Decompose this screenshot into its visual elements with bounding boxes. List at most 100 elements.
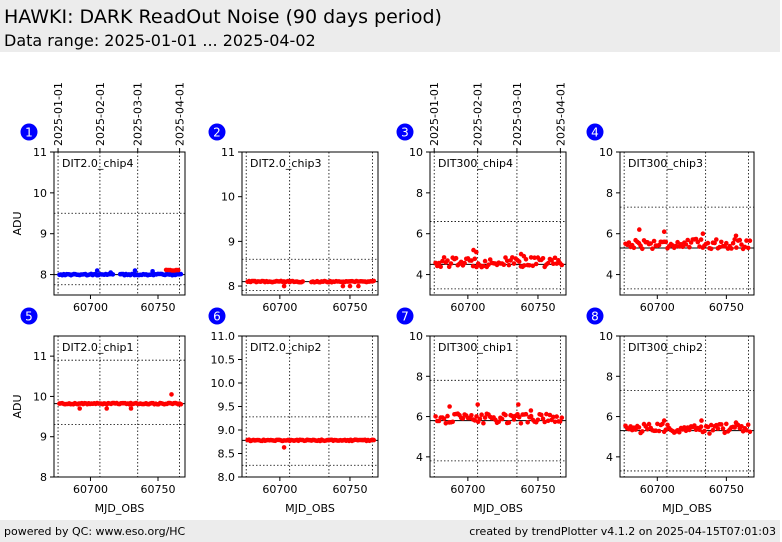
axes-frame bbox=[241, 335, 379, 478]
data-point bbox=[474, 249, 479, 255]
panel-2: 8 9 10 11 60700 60750 DIT2.0_chip3 2 bbox=[208, 123, 379, 314]
data-point bbox=[707, 431, 712, 436]
panel-4: 4 6 8 10 60700 60750 DIT300_chip3 4 bbox=[586, 123, 755, 314]
x-tick-label: 60700 bbox=[450, 301, 485, 314]
data-point bbox=[554, 414, 559, 419]
x-tick-label: 60750 bbox=[520, 483, 555, 496]
data-point bbox=[487, 257, 493, 262]
panel-label: DIT2.0_chip1 bbox=[62, 341, 133, 354]
data-point bbox=[77, 406, 82, 411]
panel-number: 5 bbox=[25, 310, 33, 324]
data-point bbox=[510, 255, 515, 260]
data-point bbox=[551, 261, 556, 267]
data-point bbox=[640, 429, 645, 434]
data-point bbox=[719, 239, 724, 245]
data-point bbox=[347, 283, 353, 289]
data-point bbox=[733, 420, 739, 425]
data-point bbox=[516, 414, 522, 420]
data-point bbox=[640, 246, 645, 252]
y-tick-label: 6 bbox=[606, 228, 613, 241]
data-point bbox=[516, 402, 521, 407]
data-point bbox=[482, 415, 488, 420]
data-point bbox=[698, 424, 704, 430]
data-point bbox=[646, 421, 652, 427]
data-point bbox=[695, 239, 701, 245]
data-point bbox=[503, 412, 508, 418]
data-point bbox=[687, 427, 692, 433]
data-point bbox=[441, 416, 447, 422]
data-point bbox=[692, 423, 697, 428]
data-point bbox=[448, 261, 454, 266]
data-point bbox=[528, 255, 534, 260]
axes-frame bbox=[619, 151, 755, 296]
data-point bbox=[739, 242, 744, 247]
data-point bbox=[551, 414, 556, 420]
data-point bbox=[525, 420, 530, 425]
x-tick-label: 60700 bbox=[640, 483, 675, 496]
panel-label: DIT300_chip1 bbox=[438, 341, 513, 354]
panel-number-badge bbox=[20, 123, 38, 141]
data-point bbox=[132, 268, 138, 273]
axes-frame bbox=[53, 151, 186, 296]
y-tick-label: 8 bbox=[40, 471, 47, 484]
data-point bbox=[506, 262, 512, 268]
data-point bbox=[518, 421, 524, 426]
y-tick-label: 11 bbox=[221, 146, 235, 159]
data-point bbox=[530, 263, 536, 269]
data-point bbox=[128, 406, 134, 411]
x-axis-label: MJD_OBS bbox=[473, 502, 523, 515]
panel-3: 4 6 8 10 60700 60750 2025-01-01 2025-02-01 2025-… bbox=[396, 82, 567, 314]
axes-frame bbox=[429, 335, 567, 478]
data-point bbox=[445, 413, 450, 419]
panel-number-badge bbox=[208, 123, 226, 141]
data-point bbox=[433, 414, 438, 419]
data-point bbox=[479, 412, 484, 418]
data-point bbox=[739, 424, 744, 429]
y-tick-label: 11.0 bbox=[211, 330, 236, 343]
data-point bbox=[661, 418, 667, 423]
data-point bbox=[535, 417, 541, 423]
data-point bbox=[675, 239, 680, 245]
panel-6: 8.0 8.5 9.0 9.5 10.0 10.5 11.0 60700 60750 DIT2.0… bbox=[208, 307, 379, 515]
data-point bbox=[714, 237, 719, 242]
data-point bbox=[651, 238, 657, 244]
data-point bbox=[708, 246, 714, 252]
data-point bbox=[523, 411, 529, 417]
data-range-subtitle: Data range: 2025-01-01 ... 2025-04-02 bbox=[4, 31, 316, 50]
data-point bbox=[729, 246, 734, 251]
data-point bbox=[521, 253, 527, 259]
y-tick-label: 8 bbox=[40, 269, 47, 282]
panel-number: 8 bbox=[591, 310, 599, 324]
data-point bbox=[438, 264, 444, 270]
data-point bbox=[511, 261, 517, 266]
data-point bbox=[663, 239, 669, 245]
data-point bbox=[685, 237, 690, 243]
data-point bbox=[527, 263, 532, 268]
data-point bbox=[94, 268, 100, 273]
date-tick-label: 2025-02-01 bbox=[94, 82, 107, 146]
panel-number-badge bbox=[586, 307, 604, 325]
panel-number-badge bbox=[396, 123, 414, 141]
y-tick-label: 10 bbox=[409, 330, 423, 343]
data-point bbox=[633, 427, 638, 432]
data-point bbox=[356, 283, 361, 289]
panel-label: DIT300_chip4 bbox=[438, 157, 513, 170]
panel-label: DIT2.0_chip4 bbox=[62, 157, 133, 170]
data-point bbox=[730, 240, 736, 246]
panel-number-badge bbox=[20, 307, 38, 325]
data-point bbox=[481, 420, 486, 426]
panel-number: 6 bbox=[213, 310, 221, 324]
y-tick-label: 9 bbox=[228, 235, 235, 248]
data-point bbox=[702, 428, 707, 434]
y-tick-label: 10.0 bbox=[211, 377, 236, 390]
y-tick-label: 8 bbox=[416, 187, 423, 200]
data-point bbox=[653, 428, 659, 434]
data-point bbox=[496, 419, 502, 425]
data-point bbox=[636, 425, 642, 430]
data-point bbox=[705, 424, 711, 430]
x-axis-label: MJD_OBS bbox=[95, 502, 145, 515]
data-point bbox=[281, 445, 287, 450]
data-point bbox=[552, 255, 558, 261]
data-point bbox=[499, 416, 505, 422]
